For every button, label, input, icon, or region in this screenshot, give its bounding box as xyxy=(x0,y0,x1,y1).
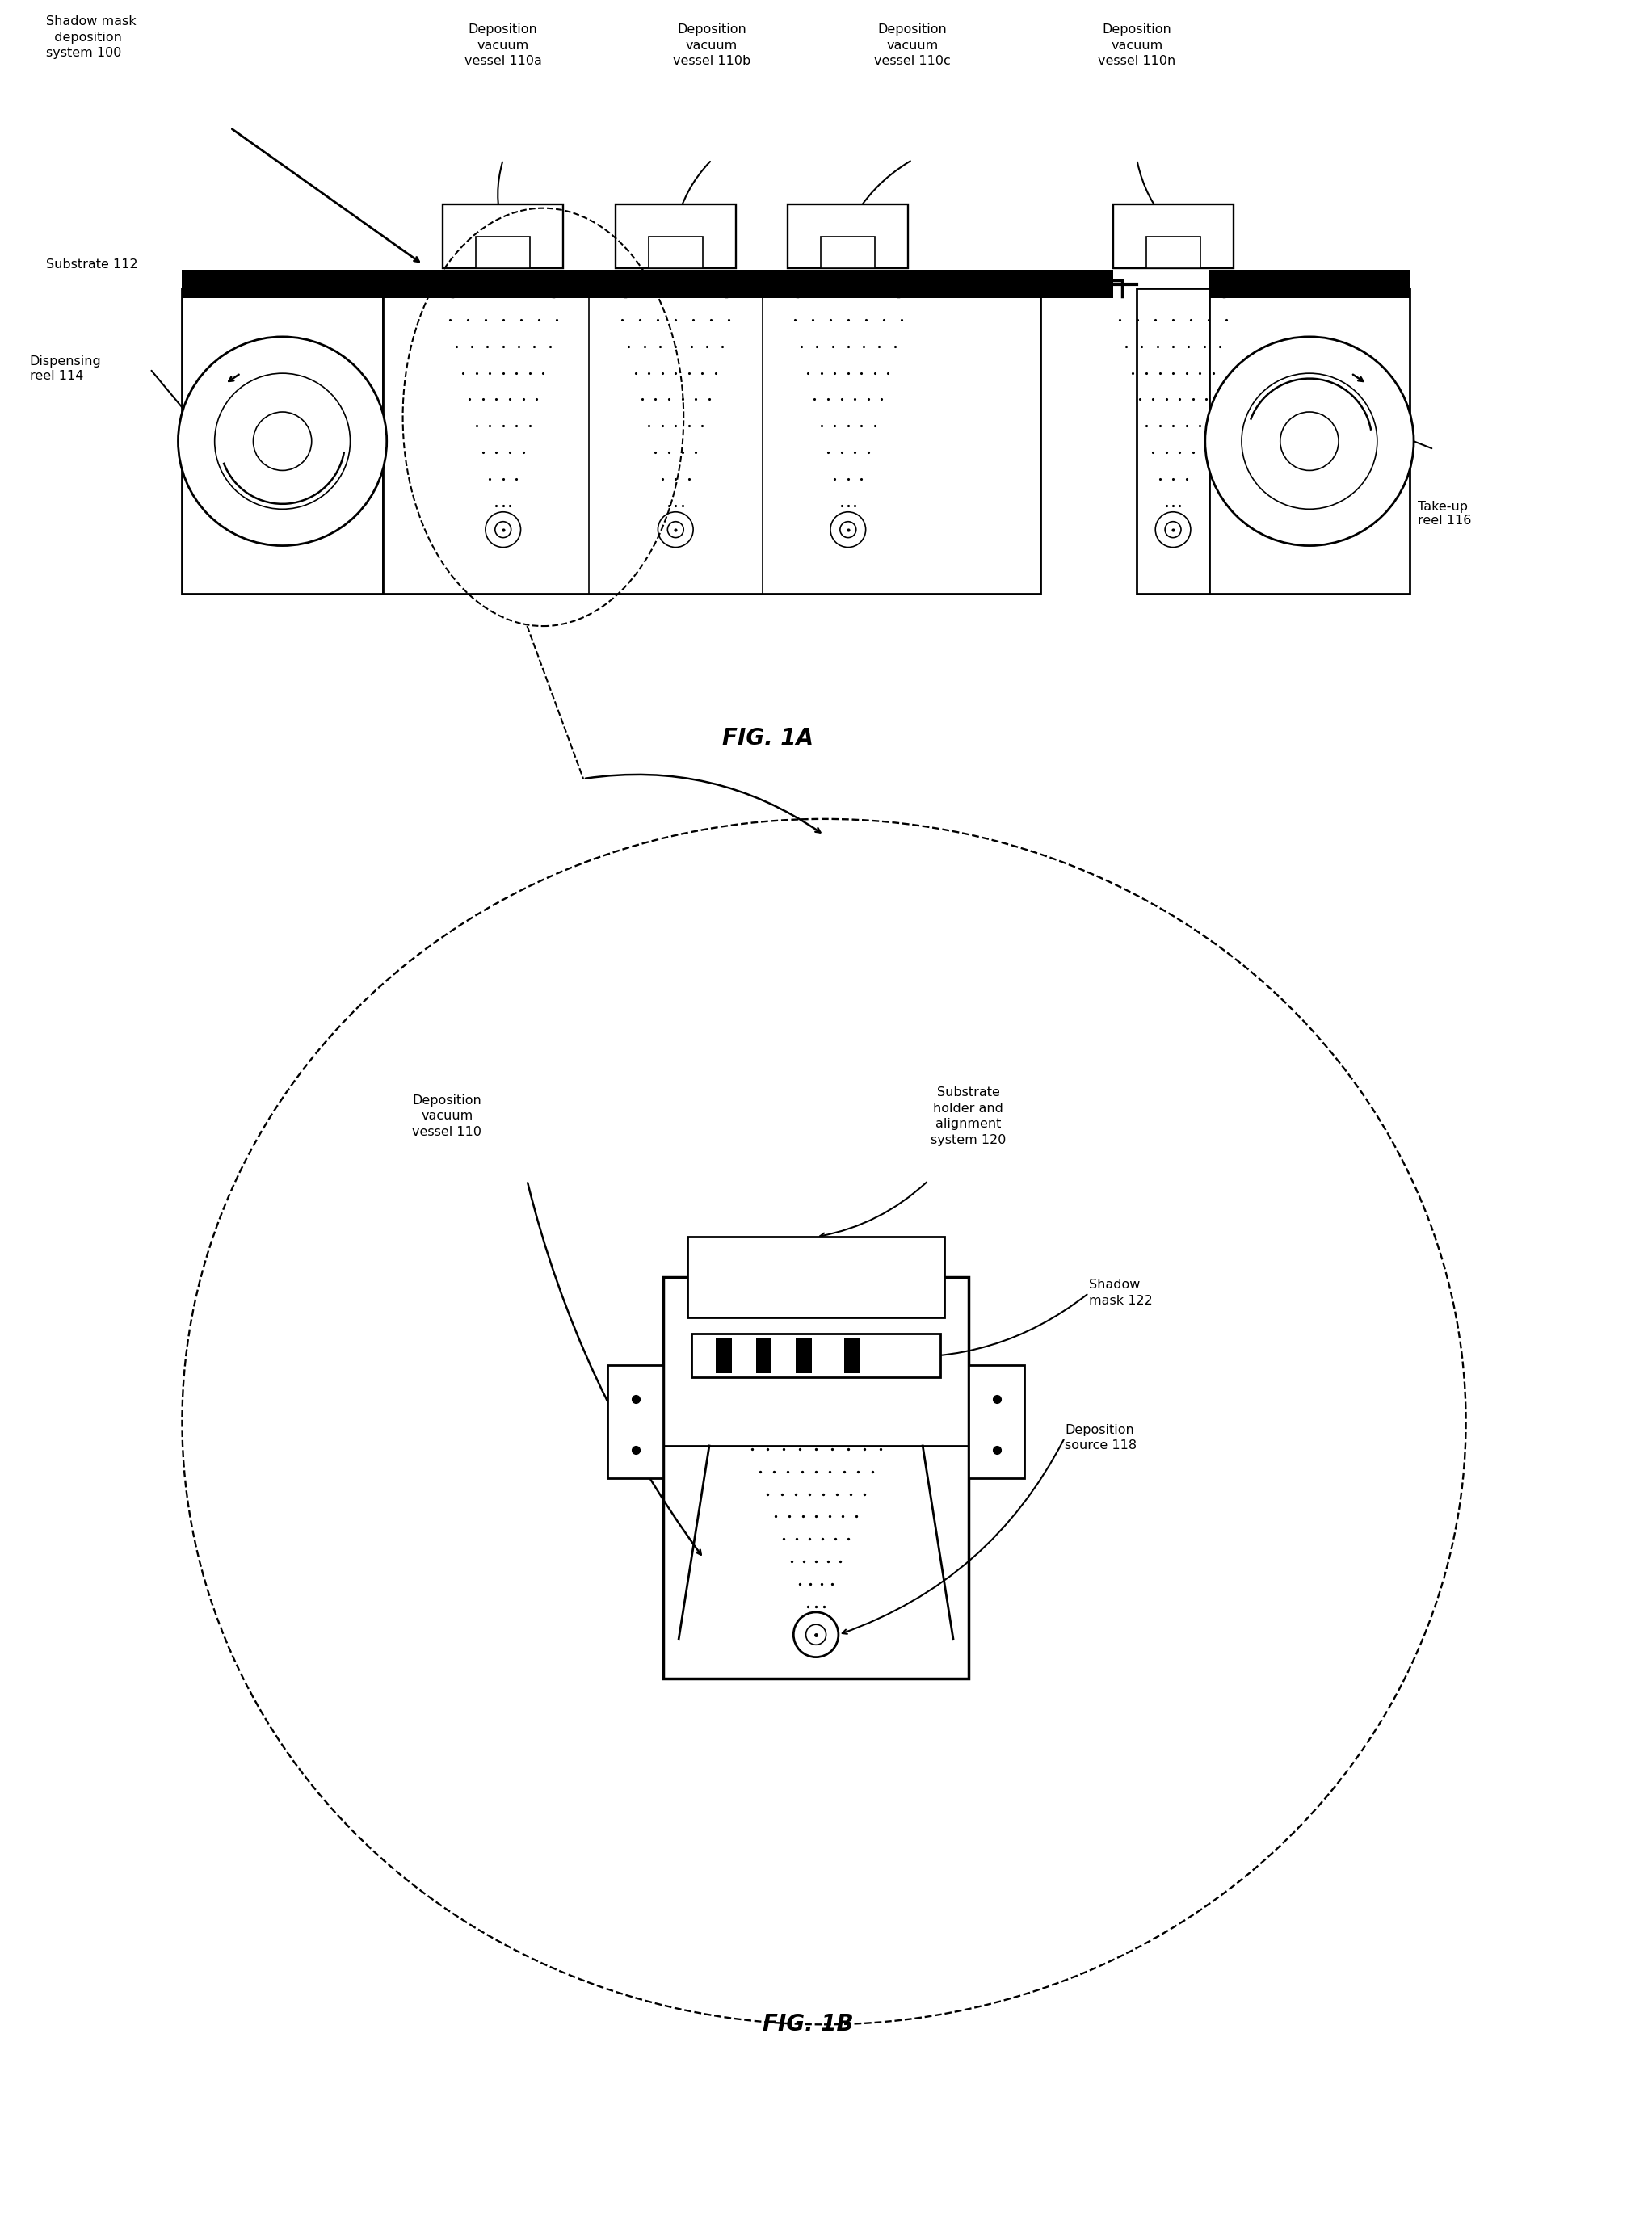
Text: Deposition
vacuum
vessel 110a: Deposition vacuum vessel 110a xyxy=(464,22,542,67)
Circle shape xyxy=(1165,522,1181,538)
Circle shape xyxy=(1242,373,1378,509)
Text: Shadow
mask 122: Shadow mask 122 xyxy=(1089,1278,1153,1307)
Circle shape xyxy=(839,522,856,538)
Bar xyxy=(182,270,383,299)
Bar xyxy=(383,270,1113,299)
Circle shape xyxy=(793,1613,839,1658)
Bar xyxy=(1209,270,1409,299)
Bar xyxy=(796,1336,813,1374)
Circle shape xyxy=(253,413,312,471)
Bar xyxy=(616,203,735,268)
Circle shape xyxy=(667,522,684,538)
Bar xyxy=(687,1236,945,1316)
Bar xyxy=(844,1336,861,1374)
Bar xyxy=(1209,288,1409,593)
Text: Deposition
vacuum
vessel 110: Deposition vacuum vessel 110 xyxy=(411,1093,482,1138)
Circle shape xyxy=(1204,337,1414,547)
Circle shape xyxy=(178,337,387,547)
Circle shape xyxy=(806,1624,826,1644)
Text: FIG. 1B: FIG. 1B xyxy=(763,2012,854,2035)
Bar xyxy=(649,236,702,268)
Bar xyxy=(476,236,530,268)
Bar xyxy=(692,1334,940,1377)
Text: FIG. 1A: FIG. 1A xyxy=(722,727,813,750)
Bar xyxy=(383,288,1041,593)
Bar xyxy=(182,288,383,593)
Text: Dispensing
reel 114: Dispensing reel 114 xyxy=(30,355,101,382)
Bar xyxy=(1146,236,1199,268)
Circle shape xyxy=(657,511,694,547)
Bar xyxy=(443,203,563,268)
Bar xyxy=(821,236,876,268)
Bar xyxy=(664,1276,968,1680)
Bar xyxy=(788,203,909,268)
Text: Deposition
vacuum
vessel 110n: Deposition vacuum vessel 110n xyxy=(1099,22,1176,67)
Circle shape xyxy=(215,373,350,509)
Bar xyxy=(757,1336,771,1374)
Bar xyxy=(608,1365,664,1477)
Bar xyxy=(1113,203,1232,268)
Bar xyxy=(968,1365,1024,1477)
Text: Deposition
vacuum
vessel 110b: Deposition vacuum vessel 110b xyxy=(672,22,750,67)
Circle shape xyxy=(486,511,520,547)
Text: Substrate
holder and
alignment
system 120: Substrate holder and alignment system 12… xyxy=(930,1086,1006,1147)
Circle shape xyxy=(496,522,510,538)
Bar xyxy=(715,1336,732,1374)
Circle shape xyxy=(1155,511,1191,547)
Text: Substrate 112: Substrate 112 xyxy=(46,259,137,270)
Text: Take-up
reel 116: Take-up reel 116 xyxy=(1417,500,1472,527)
Bar xyxy=(1137,288,1209,593)
Text: Shadow mask
  deposition
system 100: Shadow mask deposition system 100 xyxy=(46,16,135,60)
Text: Deposition
vacuum
vessel 110c: Deposition vacuum vessel 110c xyxy=(874,22,950,67)
Text: Deposition
source 118: Deposition source 118 xyxy=(1064,1423,1137,1452)
Circle shape xyxy=(1280,413,1338,471)
Circle shape xyxy=(831,511,866,547)
